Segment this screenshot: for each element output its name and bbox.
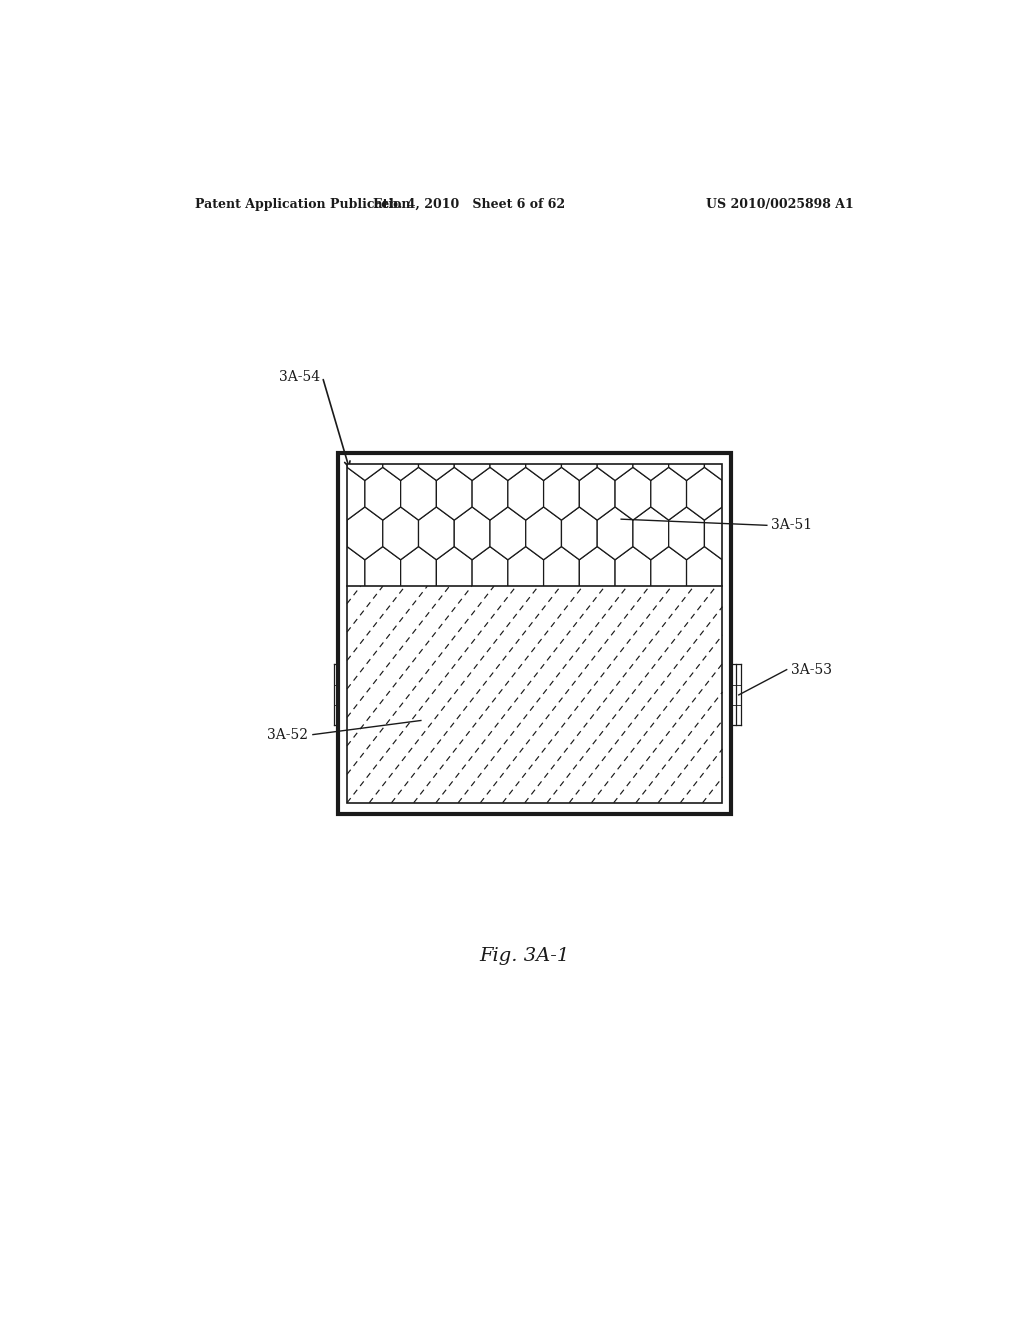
Polygon shape bbox=[294, 467, 329, 520]
Polygon shape bbox=[580, 388, 615, 441]
Polygon shape bbox=[383, 428, 419, 480]
Polygon shape bbox=[705, 507, 740, 560]
Polygon shape bbox=[436, 388, 472, 441]
Polygon shape bbox=[329, 388, 365, 441]
Text: Fig. 3A-1: Fig. 3A-1 bbox=[479, 948, 570, 965]
Polygon shape bbox=[365, 546, 400, 599]
Polygon shape bbox=[525, 428, 561, 480]
Text: 3A-52: 3A-52 bbox=[267, 727, 308, 742]
Polygon shape bbox=[580, 546, 615, 599]
Polygon shape bbox=[686, 388, 722, 441]
Polygon shape bbox=[472, 546, 508, 599]
Polygon shape bbox=[561, 428, 597, 480]
Polygon shape bbox=[651, 388, 686, 441]
Polygon shape bbox=[294, 546, 329, 599]
Polygon shape bbox=[597, 507, 633, 560]
Polygon shape bbox=[722, 388, 758, 441]
Polygon shape bbox=[472, 467, 508, 520]
Polygon shape bbox=[633, 586, 669, 639]
Polygon shape bbox=[311, 507, 347, 560]
Polygon shape bbox=[758, 388, 794, 441]
Polygon shape bbox=[615, 546, 651, 599]
Polygon shape bbox=[508, 546, 544, 599]
Polygon shape bbox=[311, 586, 347, 639]
Polygon shape bbox=[329, 546, 365, 599]
Text: US 2010/0025898 A1: US 2010/0025898 A1 bbox=[707, 198, 854, 211]
Text: 3A-54: 3A-54 bbox=[279, 370, 319, 384]
Polygon shape bbox=[311, 428, 347, 480]
Polygon shape bbox=[400, 467, 436, 520]
Polygon shape bbox=[419, 428, 455, 480]
Polygon shape bbox=[383, 507, 419, 560]
Polygon shape bbox=[651, 546, 686, 599]
Polygon shape bbox=[436, 546, 472, 599]
Polygon shape bbox=[561, 586, 597, 639]
Polygon shape bbox=[758, 546, 794, 599]
Polygon shape bbox=[508, 467, 544, 520]
Polygon shape bbox=[544, 467, 580, 520]
Polygon shape bbox=[776, 507, 812, 560]
Polygon shape bbox=[347, 428, 383, 480]
Polygon shape bbox=[490, 586, 525, 639]
Polygon shape bbox=[329, 467, 365, 520]
Polygon shape bbox=[525, 507, 561, 560]
Polygon shape bbox=[365, 467, 400, 520]
Polygon shape bbox=[669, 428, 705, 480]
Polygon shape bbox=[740, 586, 776, 639]
Polygon shape bbox=[633, 507, 669, 560]
Polygon shape bbox=[615, 388, 651, 441]
Polygon shape bbox=[419, 586, 455, 639]
Polygon shape bbox=[776, 428, 812, 480]
Polygon shape bbox=[490, 507, 525, 560]
Polygon shape bbox=[722, 467, 758, 520]
Polygon shape bbox=[580, 467, 615, 520]
Polygon shape bbox=[365, 388, 400, 441]
Polygon shape bbox=[597, 428, 633, 480]
Polygon shape bbox=[383, 586, 419, 639]
Polygon shape bbox=[294, 388, 329, 441]
Polygon shape bbox=[508, 388, 544, 441]
Polygon shape bbox=[615, 467, 651, 520]
Polygon shape bbox=[705, 586, 740, 639]
Polygon shape bbox=[544, 388, 580, 441]
Polygon shape bbox=[758, 467, 794, 520]
Polygon shape bbox=[525, 586, 561, 639]
Polygon shape bbox=[776, 586, 812, 639]
Polygon shape bbox=[740, 507, 776, 560]
Polygon shape bbox=[455, 586, 490, 639]
Text: Patent Application Publication: Patent Application Publication bbox=[196, 198, 411, 211]
Bar bbox=[338, 453, 731, 814]
Bar bbox=[347, 586, 722, 803]
Polygon shape bbox=[686, 467, 722, 520]
Polygon shape bbox=[347, 586, 383, 639]
Text: 3A-51: 3A-51 bbox=[771, 519, 812, 532]
Polygon shape bbox=[544, 546, 580, 599]
Polygon shape bbox=[490, 428, 525, 480]
Polygon shape bbox=[561, 507, 597, 560]
Polygon shape bbox=[472, 388, 508, 441]
Polygon shape bbox=[419, 507, 455, 560]
Polygon shape bbox=[686, 546, 722, 599]
Polygon shape bbox=[400, 388, 436, 441]
Polygon shape bbox=[722, 546, 758, 599]
Polygon shape bbox=[651, 467, 686, 520]
Polygon shape bbox=[633, 428, 669, 480]
Polygon shape bbox=[740, 428, 776, 480]
Polygon shape bbox=[669, 586, 705, 639]
Text: Feb. 4, 2010   Sheet 6 of 62: Feb. 4, 2010 Sheet 6 of 62 bbox=[373, 198, 565, 211]
Polygon shape bbox=[669, 507, 705, 560]
Polygon shape bbox=[597, 586, 633, 639]
Bar bbox=[347, 465, 722, 803]
Polygon shape bbox=[455, 507, 490, 560]
Polygon shape bbox=[400, 546, 436, 599]
Polygon shape bbox=[347, 507, 383, 560]
Polygon shape bbox=[436, 467, 472, 520]
Polygon shape bbox=[455, 428, 490, 480]
Text: 3A-53: 3A-53 bbox=[791, 663, 831, 677]
Polygon shape bbox=[705, 428, 740, 480]
